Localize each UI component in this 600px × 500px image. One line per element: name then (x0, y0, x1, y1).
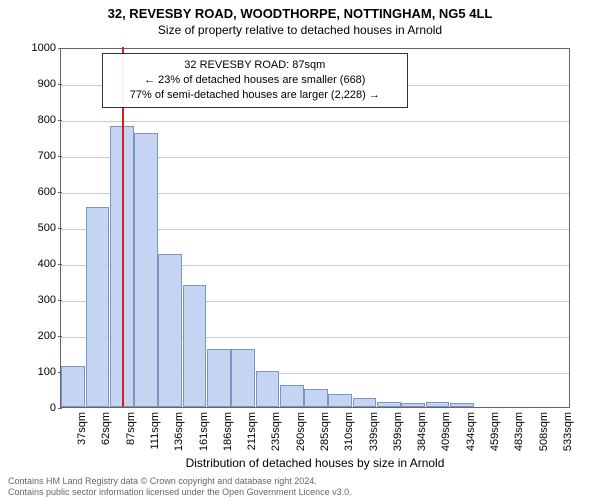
chart-container: 32, REVESBY ROAD, WOODTHORPE, NOTTINGHAM… (0, 0, 600, 500)
histogram-bar (86, 207, 110, 407)
x-tick: 310sqm (343, 412, 355, 451)
y-tick: 500 (16, 222, 56, 234)
annotation-box: 32 REVESBY ROAD: 87sqm← 23% of detached … (102, 53, 408, 108)
x-tick: 37sqm (76, 412, 88, 445)
histogram-bar (158, 254, 182, 407)
y-tick: 900 (16, 78, 56, 90)
x-tick: 384sqm (416, 412, 428, 451)
x-tick: 211sqm (246, 412, 258, 450)
histogram-bar (401, 403, 425, 407)
x-tick: 459sqm (489, 412, 501, 451)
histogram-bar (134, 133, 158, 407)
x-tick: 136sqm (173, 412, 185, 451)
annotation-line: ← 23% of detached houses are smaller (66… (111, 73, 399, 88)
histogram-bar (61, 366, 85, 407)
histogram-bar (426, 402, 450, 407)
histogram-bar (304, 389, 328, 407)
y-tick: 200 (16, 330, 56, 342)
histogram-bar (280, 385, 304, 407)
x-tick: 409sqm (440, 412, 452, 451)
x-tick: 161sqm (198, 412, 210, 451)
y-tick: 300 (16, 294, 56, 306)
y-tick: 1000 (16, 42, 56, 54)
x-tick: 339sqm (368, 412, 380, 451)
x-tick: 359sqm (392, 412, 404, 451)
histogram-bar (377, 402, 401, 407)
annotation-line: 32 REVESBY ROAD: 87sqm (111, 58, 399, 73)
annotation-line: 77% of semi-detached houses are larger (… (111, 88, 399, 103)
histogram-bar (328, 394, 352, 407)
x-axis-label: Distribution of detached houses by size … (60, 456, 570, 470)
histogram-bar (231, 349, 255, 407)
footer-line2: Contains public sector information licen… (8, 487, 352, 498)
x-tick: 87sqm (125, 412, 137, 445)
x-tick: 235sqm (270, 412, 282, 451)
histogram-bar (450, 403, 474, 407)
page-subtitle: Size of property relative to detached ho… (0, 23, 600, 37)
histogram-bar (183, 285, 207, 407)
x-tick: 434sqm (465, 412, 477, 451)
y-tick: 100 (16, 366, 56, 378)
x-tick: 186sqm (222, 412, 234, 451)
footer-line1: Contains HM Land Registry data © Crown c… (8, 476, 352, 487)
chart-area: Number of detached properties 32 REVESBY… (60, 48, 570, 408)
page-title: 32, REVESBY ROAD, WOODTHORPE, NOTTINGHAM… (0, 6, 600, 21)
histogram-bar (207, 349, 231, 407)
y-tick: 0 (16, 402, 56, 414)
x-tick: 483sqm (513, 412, 525, 451)
y-tick: 700 (16, 150, 56, 162)
x-tick: 111sqm (149, 412, 161, 450)
x-tick: 62sqm (100, 412, 112, 445)
x-tick: 508sqm (538, 412, 550, 451)
plot-region: 32 REVESBY ROAD: 87sqm← 23% of detached … (60, 48, 570, 408)
x-tick: 285sqm (319, 412, 331, 451)
y-tick: 600 (16, 186, 56, 198)
histogram-bar (353, 398, 377, 407)
footer-attribution: Contains HM Land Registry data © Crown c… (8, 476, 352, 499)
histogram-bar (256, 371, 280, 407)
y-tick: 800 (16, 114, 56, 126)
y-tick: 400 (16, 258, 56, 270)
x-tick: 533sqm (562, 412, 574, 451)
x-tick: 260sqm (295, 412, 307, 451)
title-area: 32, REVESBY ROAD, WOODTHORPE, NOTTINGHAM… (0, 0, 600, 37)
